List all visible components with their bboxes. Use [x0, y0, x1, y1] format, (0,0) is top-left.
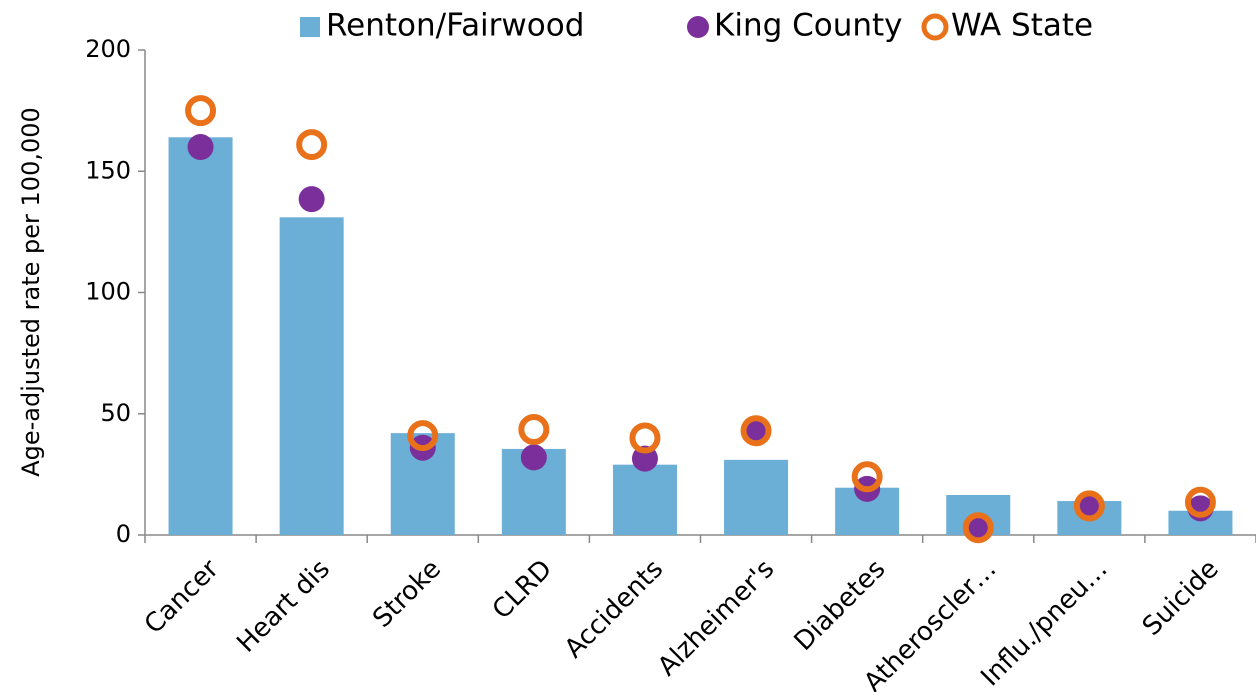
x-tick-label: Alzheimer's: [652, 554, 780, 682]
dot: [631, 445, 658, 472]
legend-swatch: [921, 13, 949, 41]
ring: [851, 461, 883, 493]
y-tick-label: 150: [85, 156, 131, 184]
dot: [743, 417, 770, 444]
ring: [629, 422, 661, 454]
x-tick-label: Diabetes: [789, 554, 892, 657]
x-tick-label: CLRD: [487, 554, 558, 625]
y-tick-label: 50: [100, 399, 131, 427]
ring: [407, 420, 439, 452]
y-axis-label: Age-adjusted rate per 100,000: [17, 107, 45, 477]
ring: [962, 512, 994, 544]
dot: [520, 444, 547, 471]
legend-label: WA State: [951, 8, 1093, 44]
y-tick-label: 200: [85, 35, 131, 63]
bar: [168, 137, 233, 536]
ring: [185, 95, 217, 127]
x-tick-label: Stroke: [367, 554, 447, 634]
x-tick-label: Heart dis: [231, 554, 336, 659]
x-tick-label: Suicide: [1137, 554, 1225, 642]
ring: [1073, 490, 1105, 522]
y-tick-label: 0: [116, 520, 131, 548]
legend-swatch: [300, 17, 320, 37]
legend-label: Renton/Fairwood: [326, 8, 584, 44]
legend-label: King County: [714, 8, 903, 44]
bar: [724, 459, 789, 535]
ring: [296, 129, 328, 161]
legend-swatch: [687, 16, 709, 38]
bar: [279, 217, 344, 535]
x-tick-label: Accidents: [559, 554, 669, 664]
dot: [298, 186, 325, 213]
ring: [1184, 486, 1216, 518]
x-tick-label: Cancer: [139, 554, 225, 640]
ring: [518, 414, 550, 446]
y-tick-label: 100: [85, 278, 131, 306]
ring: [740, 415, 772, 447]
dot: [187, 134, 214, 160]
bar: [612, 464, 677, 535]
